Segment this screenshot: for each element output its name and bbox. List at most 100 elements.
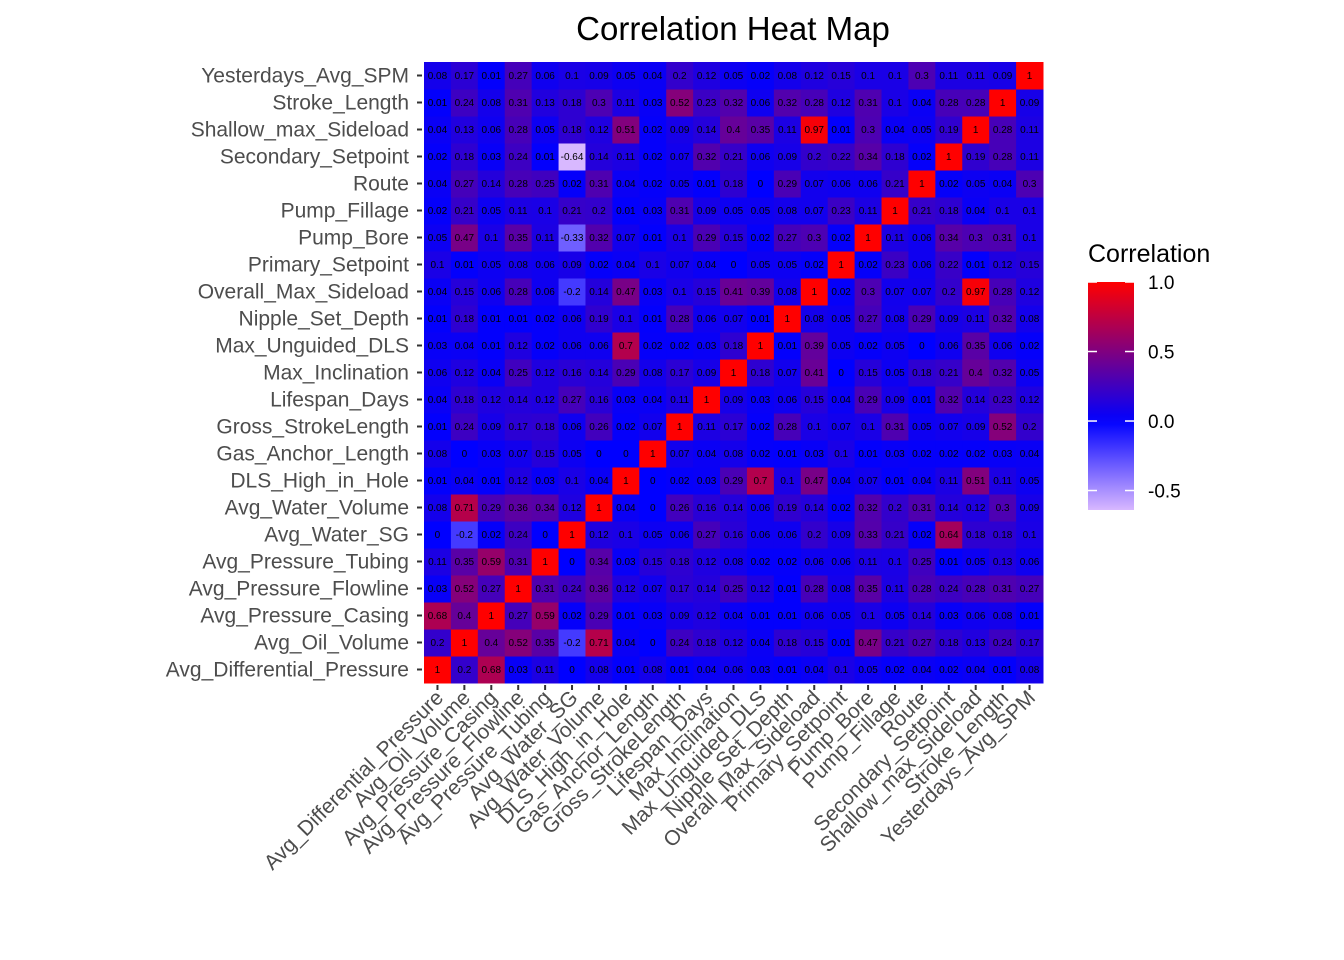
heatmap-cell xyxy=(1016,224,1044,252)
heatmap-cell xyxy=(881,440,909,468)
cell-value-label: 0.19 xyxy=(589,314,609,325)
cell-value-label: 0.2 xyxy=(942,287,956,298)
heatmap-cell xyxy=(746,629,775,657)
heatmap-cell xyxy=(639,575,667,603)
heatmap-cell xyxy=(639,413,667,441)
heatmap-cell xyxy=(827,170,856,198)
cell-value-label: 0.05 xyxy=(778,260,798,271)
cell-value-label: 0.01 xyxy=(482,71,502,82)
cell-value-label: 0.01 xyxy=(751,611,771,622)
cell-value-label: 0.1 xyxy=(888,71,902,82)
heatmap-cell xyxy=(746,89,775,117)
heatmap-cell xyxy=(720,548,748,576)
cell-value-label: 0.03 xyxy=(697,476,717,487)
cell-value-label: 0.02 xyxy=(751,422,771,433)
cell-value-label: 0.02 xyxy=(912,449,932,460)
heatmap-cell xyxy=(962,494,990,522)
cell-value-label: 0.27 xyxy=(455,179,475,190)
heatmap-cell xyxy=(585,467,613,495)
heatmap-cell xyxy=(424,413,452,441)
heatmap-cell xyxy=(746,440,775,468)
cell-value-label: 0.21 xyxy=(562,206,582,217)
cell-value-label: 0.18 xyxy=(535,422,555,433)
cell-value-label: 0.03 xyxy=(697,341,717,352)
heatmap-cell xyxy=(854,224,883,252)
heatmap-cell xyxy=(666,251,694,279)
heatmap-cell xyxy=(746,332,775,360)
heatmap-cell xyxy=(585,656,613,684)
heatmap-cell xyxy=(504,143,533,171)
cell-value-label: 0.04 xyxy=(616,503,636,514)
heatmap-cell xyxy=(746,251,775,279)
heatmap-cell xyxy=(666,494,694,522)
heatmap-cell xyxy=(989,224,1017,252)
heatmap-cell xyxy=(1016,62,1044,90)
cell-value-label: 0.28 xyxy=(805,584,825,595)
heatmap-cell xyxy=(746,62,775,90)
heatmap-cell xyxy=(450,602,479,630)
cell-value-label: 1 xyxy=(677,422,683,433)
cell-value-label: 1 xyxy=(973,125,979,136)
heatmap-cell xyxy=(989,143,1017,171)
cell-value-label: 0.15 xyxy=(643,557,663,568)
cell-value-label: 0.03 xyxy=(643,206,663,217)
cell-value-label: 0.04 xyxy=(724,611,744,622)
heatmap-cell xyxy=(935,413,963,441)
heatmap-cell xyxy=(558,494,586,522)
cell-value-label: 0.2 xyxy=(888,503,902,514)
heatmap-cell xyxy=(800,548,829,576)
heatmap-cell xyxy=(908,116,936,144)
heatmap-cell xyxy=(962,656,990,684)
cell-value-label: 0 xyxy=(838,368,844,379)
cell-value-label: 0.02 xyxy=(535,341,555,352)
cell-value-label: 0.01 xyxy=(831,125,851,136)
cell-value-label: 0.02 xyxy=(428,206,448,217)
heatmap-cell xyxy=(720,224,748,252)
cell-value-label: 0.18 xyxy=(562,125,582,136)
cell-value-label: 0.15 xyxy=(831,71,851,82)
heatmap-cell xyxy=(908,143,936,171)
cell-value-label: 0.24 xyxy=(508,530,528,541)
cell-value-label: 1 xyxy=(569,530,575,541)
heatmap-cell xyxy=(908,251,936,279)
cell-value-label: 1 xyxy=(946,152,952,163)
heatmap-cell xyxy=(854,143,883,171)
heatmap-cell xyxy=(773,548,802,576)
legend-tick-label: -0.5 xyxy=(1148,482,1181,503)
cell-value-label: 0.02 xyxy=(643,125,663,136)
heatmap-cell xyxy=(720,602,748,630)
heatmap-cell xyxy=(424,521,452,549)
heatmap-cell xyxy=(693,413,721,441)
heatmap-cell xyxy=(908,575,936,603)
heatmap-cell xyxy=(800,521,829,549)
heatmap-cell xyxy=(639,116,667,144)
cell-value-label: 0.05 xyxy=(1020,368,1040,379)
heatmap-cell xyxy=(666,656,694,684)
heatmap-cell xyxy=(558,116,586,144)
cell-value-label: 0.32 xyxy=(724,98,744,109)
heatmap-cell xyxy=(800,386,829,414)
heatmap-cell xyxy=(962,278,990,306)
cell-value-label: 0.18 xyxy=(724,341,744,352)
heatmap-cell xyxy=(531,494,560,522)
cell-value-label: 0.01 xyxy=(616,611,636,622)
cell-value-label: 0.01 xyxy=(778,584,798,595)
cell-value-label: 0.07 xyxy=(912,287,932,298)
heatmap-cell xyxy=(746,467,775,495)
heatmap-cell xyxy=(612,548,640,576)
heatmap-cell xyxy=(450,548,479,576)
cell-value-label: 0.09 xyxy=(670,125,690,136)
cell-value-label: 0.05 xyxy=(482,206,502,217)
heatmap-cell xyxy=(424,575,452,603)
cell-value-label: 0.03 xyxy=(939,611,959,622)
cell-value-label: 0.1 xyxy=(565,71,579,82)
cell-value-label: 0.19 xyxy=(778,503,798,514)
y-axis-label: Gross_StrokeLength xyxy=(216,416,409,439)
cell-value-label: 0.11 xyxy=(939,476,958,487)
heatmap-cell xyxy=(773,413,802,441)
heatmap-cell xyxy=(693,305,721,333)
heatmap-cell xyxy=(477,251,506,279)
heatmap-cell xyxy=(773,143,802,171)
cell-value-label: 0 xyxy=(462,449,468,460)
cell-value-label: 0.05 xyxy=(831,314,851,325)
